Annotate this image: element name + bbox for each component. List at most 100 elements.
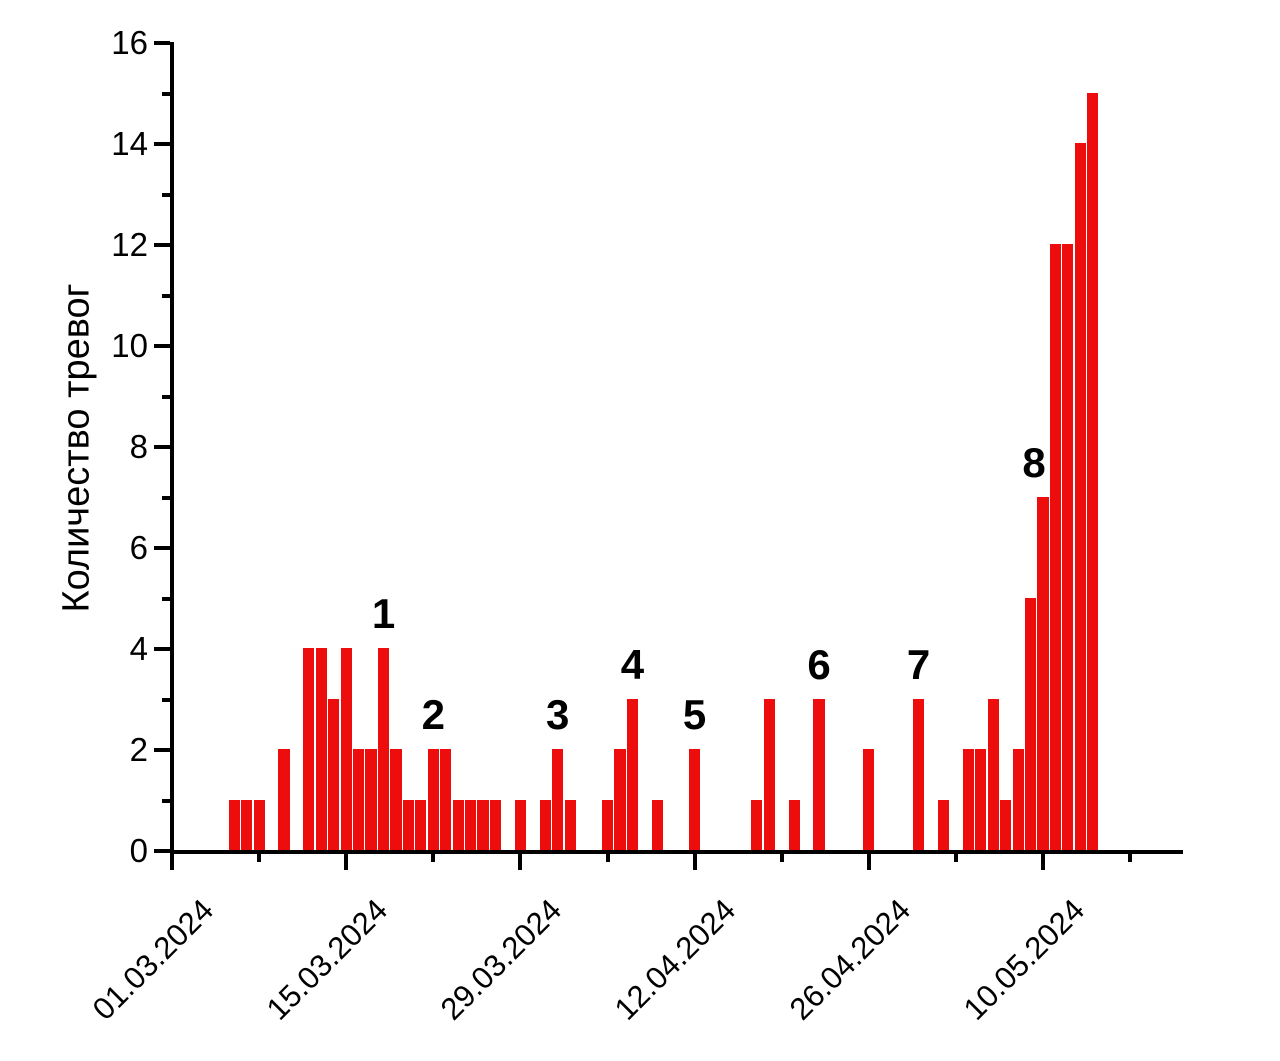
bar-annotation-3: 3 [546, 691, 570, 738]
y-axis-tick-label: 16 [111, 24, 148, 61]
bar-07.05.2024 [1000, 799, 1012, 850]
bar-15.03.2024 [340, 648, 352, 850]
bar-11.05.2024 [1049, 244, 1062, 850]
y-axis-tick-label: 12 [111, 226, 148, 263]
y-axis-major-tick [154, 647, 170, 651]
bar-26.04.2024 [863, 749, 875, 850]
y-axis-tick-label: 6 [129, 529, 148, 566]
y-axis-major-tick [154, 849, 170, 853]
bar-31.03.2024 [539, 799, 551, 850]
bar-19.03.2024 [390, 749, 402, 850]
bar-06.05.2024 [987, 698, 999, 850]
bar-12.04.2024 [689, 749, 701, 850]
y-axis-tick-label: 10 [111, 327, 148, 364]
bar-24.03.2024 [452, 799, 464, 850]
bar-13.03.2024 [315, 648, 327, 850]
x-axis-date-label: 29.03.2024 [433, 892, 569, 1027]
y-axis-minor-tick [162, 91, 170, 96]
bar-10.05.2024 [1037, 496, 1049, 850]
x-axis-major-tick [170, 854, 174, 870]
bar-14.03.2024 [328, 698, 340, 850]
bar-12.05.2024 [1062, 244, 1074, 850]
bar-21.03.2024 [415, 799, 427, 850]
bar-29.03.2024 [514, 799, 526, 850]
x-axis-date-label: 01.03.2024 [85, 892, 221, 1027]
y-axis-tick-label: 0 [129, 832, 148, 869]
y-axis-major-tick [154, 445, 170, 449]
y-axis-major-tick [154, 41, 170, 45]
y-axis-major-tick [154, 243, 170, 247]
x-axis-major-tick [692, 854, 697, 870]
bar-06.04.2024 [614, 749, 626, 850]
bar-06.03.2024 [228, 799, 240, 850]
bar-17.04.2024 [751, 799, 763, 850]
x-axis-minor-tick [605, 854, 610, 862]
bar-annotation-5: 5 [682, 691, 707, 738]
bar-27.03.2024 [489, 799, 502, 850]
bar-annotation-6: 6 [807, 640, 831, 688]
x-axis-minor-tick [779, 854, 784, 862]
y-axis-tick-label: 4 [129, 630, 148, 667]
y-axis-minor-tick [162, 394, 170, 399]
x-axis-major-tick [1041, 854, 1045, 870]
bar-18.03.2024 [377, 648, 390, 850]
bar-08.05.2024 [1012, 749, 1024, 850]
bar-07.04.2024 [626, 698, 638, 850]
bar-09.05.2024 [1024, 597, 1037, 850]
bar-01.04.2024 [552, 749, 564, 850]
bar-annotation-8: 8 [1022, 438, 1046, 486]
bar-20.03.2024 [402, 799, 414, 850]
bar-07.03.2024 [241, 799, 253, 850]
bar-26.03.2024 [477, 799, 489, 850]
bar-02.04.2024 [564, 799, 576, 850]
x-axis-major-tick [866, 854, 871, 870]
y-axis-major-tick [154, 142, 170, 146]
x-axis-minor-tick [257, 854, 262, 862]
bar-05.04.2024 [601, 799, 614, 850]
y-axis-major-tick [154, 748, 170, 752]
bar-16.03.2024 [353, 749, 365, 850]
bar-05.05.2024 [975, 749, 987, 850]
y-axis-line [170, 42, 174, 854]
y-axis-minor-tick [162, 697, 170, 702]
bar-10.03.2024 [278, 749, 290, 850]
bar-30.04.2024 [912, 698, 925, 850]
bar-22.03.2024 [427, 749, 439, 850]
bar-17.03.2024 [365, 749, 377, 850]
x-axis-date-label: 26.04.2024 [782, 892, 917, 1027]
x-axis-minor-tick [1128, 854, 1133, 862]
y-axis-minor-tick [162, 495, 170, 500]
y-axis-tick-label: 14 [111, 125, 148, 162]
bar-23.03.2024 [440, 749, 452, 850]
bar-04.05.2024 [962, 749, 974, 850]
x-axis-line [170, 850, 1183, 854]
y-axis-minor-tick [162, 798, 170, 803]
y-axis-major-tick [154, 344, 170, 348]
bar-13.05.2024 [1074, 143, 1086, 850]
bar-18.04.2024 [763, 698, 775, 850]
bar-annotation-2: 2 [421, 691, 445, 738]
y-axis-minor-tick [162, 596, 170, 601]
bar-09.04.2024 [651, 799, 663, 850]
y-axis-tick-label: 2 [129, 731, 148, 768]
bar-14.05.2024 [1087, 92, 1099, 850]
x-axis-minor-tick [431, 854, 436, 862]
bar-12.03.2024 [303, 648, 315, 850]
y-axis-major-tick [154, 546, 170, 550]
x-axis-minor-tick [953, 854, 958, 862]
bar-22.04.2024 [813, 698, 825, 850]
y-axis-minor-tick [162, 192, 170, 197]
x-axis-major-tick [344, 854, 349, 870]
bar-08.03.2024 [253, 799, 265, 850]
bar-20.04.2024 [788, 799, 800, 850]
bar-annotation-1: 1 [371, 590, 396, 637]
x-axis-date-label: 12.04.2024 [608, 892, 743, 1027]
bar-02.05.2024 [937, 799, 950, 850]
x-axis-major-tick [518, 854, 523, 870]
y-axis-tick-label: 8 [129, 428, 148, 465]
bar-25.03.2024 [465, 799, 477, 850]
x-axis-date-label: 15.03.2024 [259, 892, 395, 1027]
bar-annotation-4: 4 [620, 640, 645, 688]
x-axis-date-label: 10.05.2024 [956, 892, 1092, 1027]
